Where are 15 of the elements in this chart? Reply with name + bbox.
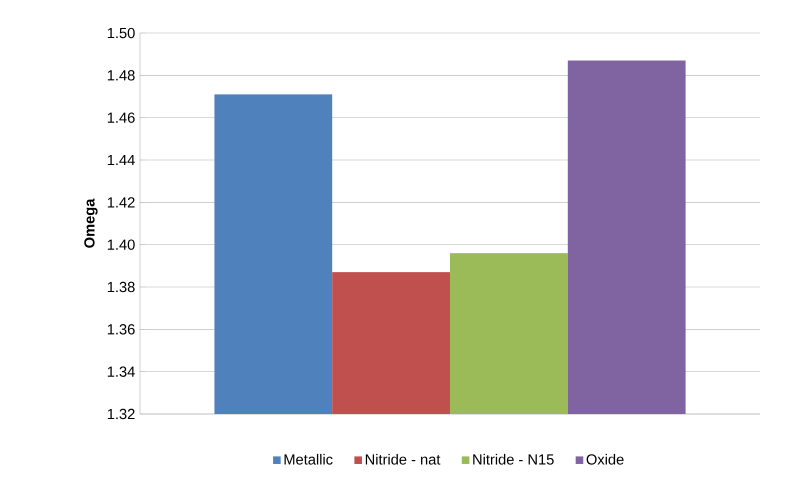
legend-label: Metallic	[284, 454, 333, 465]
y-tick-label: 1.48	[108, 70, 135, 81]
y-tick-label: 1.50	[108, 28, 135, 38]
y-tick-label: 1.36	[108, 324, 135, 335]
legend-label: Oxide	[586, 454, 624, 465]
y-tick-label: 1.40	[108, 239, 135, 250]
legend-label: Nitride - nat	[366, 454, 440, 465]
y-tick-label: 1.46	[108, 112, 135, 123]
y-tick-label: 1.44	[108, 154, 135, 166]
legend-label: Nitride - N15	[473, 454, 554, 465]
y-axis-title: Omega	[84, 198, 98, 248]
y-tick-label: 1.38	[108, 282, 135, 292]
y-tick-label: 1.42	[108, 197, 135, 208]
y-tick-label: 1.34	[108, 366, 135, 377]
y-tick-label: 1.32	[108, 408, 135, 420]
